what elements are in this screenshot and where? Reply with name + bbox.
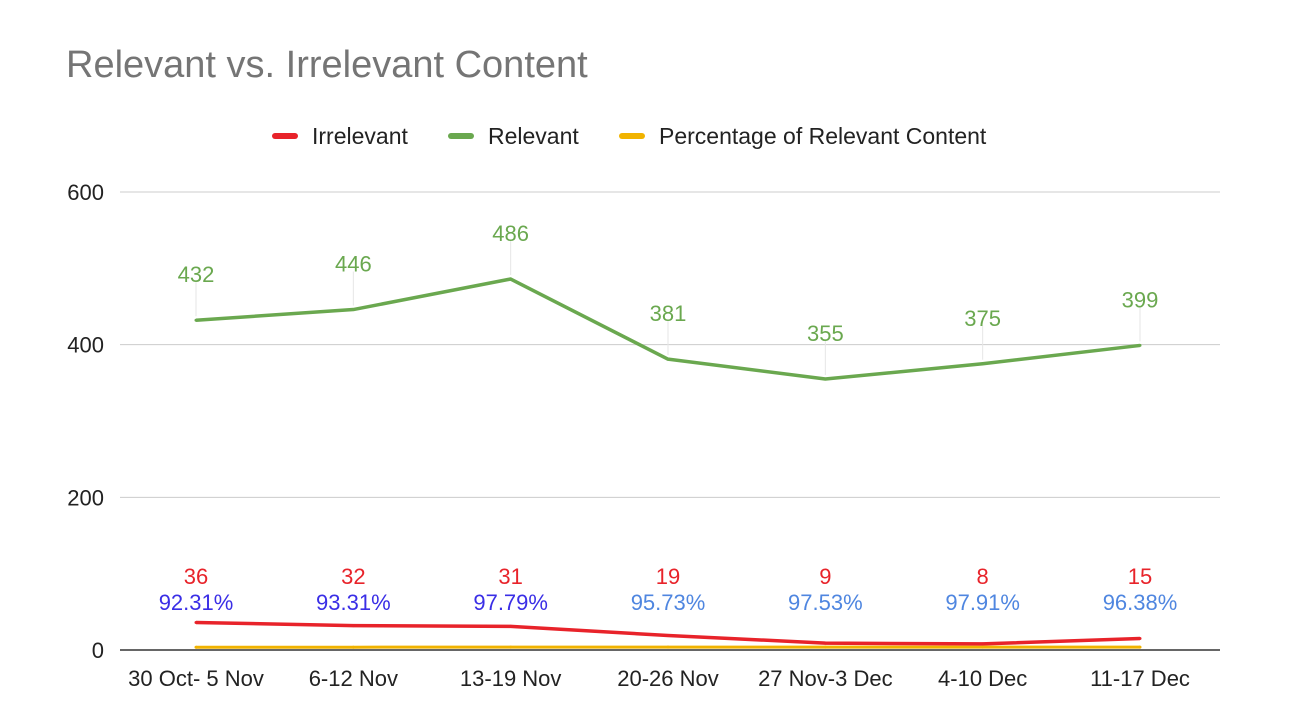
legend-item-percentage: Percentage of Relevant Content: [619, 118, 986, 154]
data-label-irrelevant: 31: [498, 564, 522, 589]
data-point-relevant: [509, 277, 513, 281]
data-point-relevant: [1138, 343, 1142, 347]
data-point-percentage: [666, 645, 670, 649]
legend-swatch-irrelevant: [272, 133, 298, 139]
data-label-backing: [152, 588, 240, 614]
chart-title: Relevant vs. Irrelevant Content: [66, 44, 588, 86]
data-label-percentage: 95.73%: [631, 590, 706, 615]
data-label-relevant: 446: [335, 252, 372, 277]
data-label-percentage: 97.53%: [788, 590, 863, 615]
data-label-irrelevant: 9: [819, 564, 831, 589]
y-tick-label: 200: [67, 485, 104, 510]
legend: Irrelevant Relevant Percentage of Releva…: [0, 118, 1291, 154]
data-label-percentage: 97.91%: [945, 590, 1020, 615]
data-point-percentage: [351, 645, 355, 649]
data-label-irrelevant: 8: [977, 564, 989, 589]
data-label-relevant: 375: [964, 306, 1001, 331]
data-point-percentage: [981, 645, 985, 649]
data-label-percentage: 97.79%: [473, 590, 548, 615]
data-label-percentage: 93.31%: [316, 590, 391, 615]
data-label-relevant: 432: [178, 262, 215, 287]
series-line-irrelevant: [195, 620, 1141, 646]
data-label-backing: [1096, 588, 1184, 614]
data-point-relevant: [823, 377, 827, 381]
data-point-relevant: [351, 308, 355, 312]
x-tick-label: 30 Oct- 5 Nov: [128, 666, 264, 691]
data-point-percentage: [1138, 645, 1142, 649]
data-point-irrelevant: [351, 624, 355, 628]
x-tick-label: 27 Nov-3 Dec: [758, 666, 893, 691]
y-tick-label: 600: [67, 180, 104, 205]
data-label-relevant: 355: [807, 321, 844, 346]
data-point-irrelevant: [509, 624, 513, 628]
data-point-relevant: [981, 362, 985, 366]
data-point-irrelevant: [666, 633, 670, 637]
legend-item-irrelevant: Irrelevant: [272, 118, 408, 154]
data-label-percentage: 92.31%: [159, 590, 234, 615]
data-label-backing: [466, 588, 555, 614]
x-tick-label: 11-17 Dec: [1090, 666, 1190, 691]
legend-swatch-relevant: [448, 133, 474, 139]
data-label-percentage: 96.38%: [1103, 590, 1178, 615]
data-label-irrelevant: 32: [341, 564, 365, 589]
data-label-backing: [624, 588, 712, 614]
data-point-percentage: [509, 645, 513, 649]
data-point-irrelevant: [981, 642, 985, 646]
data-label-irrelevant: 19: [656, 564, 680, 589]
data-point-relevant: [666, 357, 670, 361]
legend-label-relevant: Relevant: [488, 122, 579, 149]
legend-label-irrelevant: Irrelevant: [312, 122, 408, 149]
legend-item-relevant: Relevant: [448, 118, 579, 154]
data-point-irrelevant: [823, 641, 827, 645]
data-label-relevant: 399: [1122, 287, 1159, 312]
data-label-relevant: 486: [492, 221, 529, 246]
y-tick-label: 400: [67, 333, 104, 358]
x-tick-label: 6-12 Nov: [309, 666, 398, 691]
legend-label-percentage: Percentage of Relevant Content: [659, 122, 987, 149]
y-tick-label: 0: [92, 638, 104, 663]
data-label-backing: [938, 588, 1027, 614]
x-tick-label: 13-19 Nov: [460, 666, 562, 691]
data-label-irrelevant: 15: [1128, 564, 1152, 589]
data-label-irrelevant: 36: [184, 564, 208, 589]
x-tick-label: 20-26 Nov: [617, 666, 719, 691]
data-label-relevant: 381: [650, 301, 687, 326]
data-point-percentage: [823, 645, 827, 649]
data-label-backing: [309, 588, 398, 614]
data-point-irrelevant: [194, 621, 198, 625]
data-label-backing: [781, 588, 870, 614]
data-point-irrelevant: [1138, 637, 1142, 641]
legend-swatch-percentage: [619, 133, 645, 139]
data-point-relevant: [194, 318, 198, 322]
x-tick-label: 4-10 Dec: [938, 666, 1027, 691]
data-point-percentage: [194, 645, 198, 649]
